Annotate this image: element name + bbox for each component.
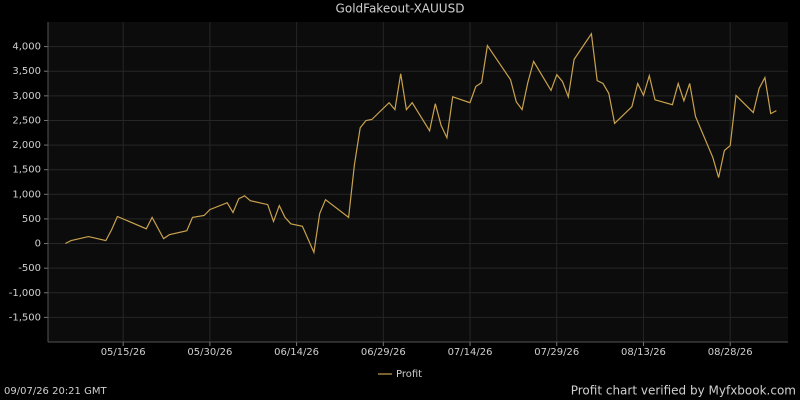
x-tick-label: 07/14/26: [448, 347, 493, 358]
y-tick-label: -1,500: [9, 312, 41, 323]
verification-note: Profit chart verified by Myfxbook.com: [571, 384, 796, 398]
x-tick-label: 05/15/26: [101, 347, 146, 358]
y-tick-label: 3,000: [12, 91, 41, 102]
y-tick-label: 2,500: [12, 115, 41, 126]
y-tick-label: -500: [18, 263, 41, 274]
x-tick-label: 05/30/26: [187, 347, 232, 358]
y-tick-label: -1,000: [9, 288, 41, 299]
x-tick-label: 08/28/26: [708, 347, 753, 358]
x-tick-label: 07/29/26: [534, 347, 579, 358]
y-tick-label: 1,000: [12, 189, 41, 200]
x-tick-label: 06/29/26: [361, 347, 406, 358]
x-tick-label: 06/14/26: [274, 347, 319, 358]
y-tick-label: 2,000: [12, 140, 41, 151]
legend-label: Profit: [396, 369, 422, 380]
y-tick-label: 3,500: [12, 66, 41, 77]
y-tick-label: 500: [22, 214, 41, 225]
plot-area: [48, 22, 788, 342]
y-tick-label: 0: [35, 239, 41, 250]
timestamp: 09/07/26 20:21 GMT: [4, 386, 107, 397]
chart-title: GoldFakeout-XAUUSD: [336, 2, 465, 16]
y-tick-label: 4,000: [12, 42, 41, 53]
profit-line: [65, 32, 777, 255]
y-tick-label: 1,500: [12, 165, 41, 176]
x-tick-label: 08/13/26: [621, 347, 666, 358]
